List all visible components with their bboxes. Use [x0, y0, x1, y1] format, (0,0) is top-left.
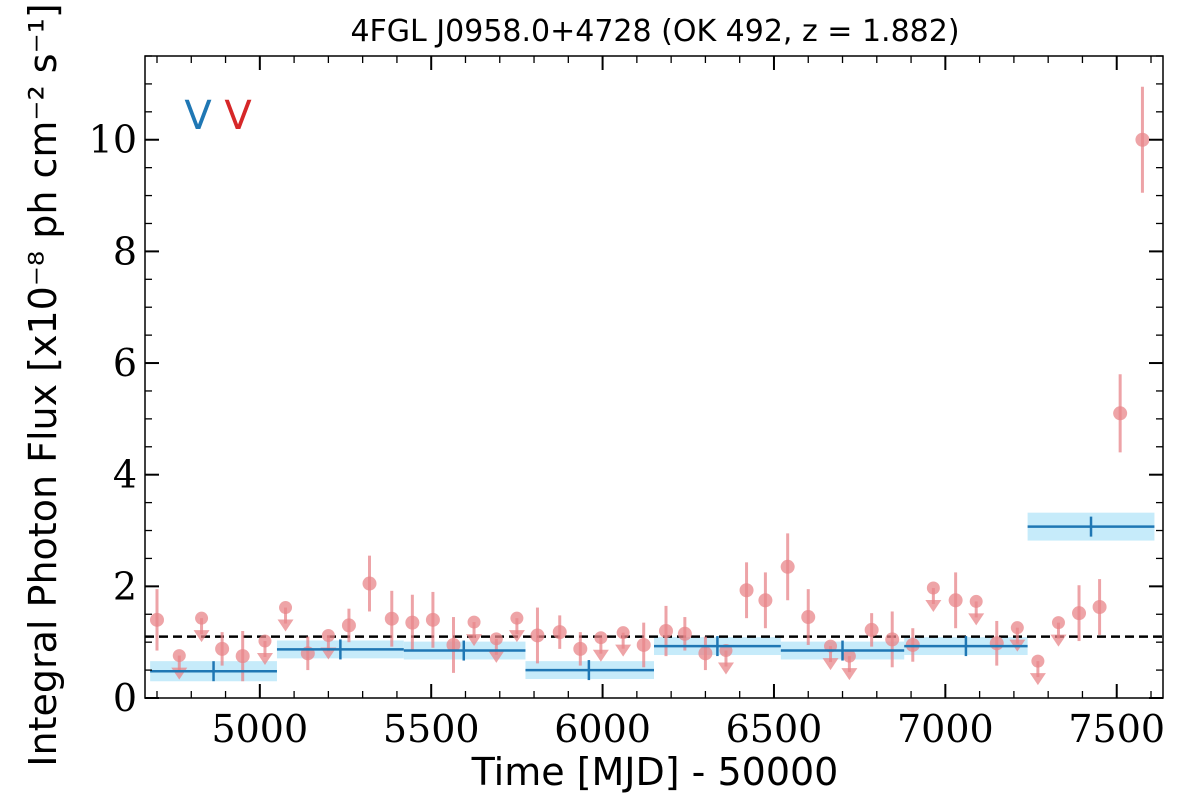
detection-point — [1092, 600, 1107, 615]
upper-limit-point — [467, 615, 481, 629]
upper-limit-arrow — [466, 634, 483, 647]
detection-point — [677, 626, 692, 641]
y-tick-label: 10 — [89, 118, 137, 162]
upper-limit-arrow — [822, 658, 839, 671]
upper-limit-point — [321, 628, 335, 642]
upper-limit-arrow — [1029, 673, 1046, 686]
detection-point — [341, 618, 356, 633]
y-tick-label: 2 — [113, 564, 137, 608]
detection-point — [362, 576, 377, 591]
x-tick-label: 7000 — [897, 707, 994, 751]
upper-limit-point — [195, 611, 209, 625]
detection-point — [149, 612, 164, 627]
detection-point — [552, 625, 567, 640]
detection-point — [780, 559, 795, 574]
detection-point — [864, 622, 879, 637]
corner-marker: V — [224, 93, 252, 139]
detection-point — [530, 628, 545, 643]
x-tick-label: 6000 — [554, 707, 651, 751]
plot-area: 5000 5500 6000 6500 7000 7500 0 2 4 6 8 10 V V — [89, 55, 1165, 751]
detection-point — [636, 637, 651, 652]
detection-point — [1113, 406, 1128, 421]
upper-limit-point — [279, 601, 293, 615]
plot-frame — [144, 55, 1164, 699]
detection-point — [698, 646, 713, 661]
detection-point — [989, 636, 1004, 651]
detection-point — [948, 593, 963, 608]
x-tick-label: 5500 — [383, 707, 480, 751]
upper-limit-arrow — [592, 649, 609, 662]
upper-limit-arrow — [717, 662, 734, 675]
detection-point — [405, 615, 420, 630]
upper-limit-point — [616, 626, 630, 640]
upper-limit-point — [594, 631, 608, 645]
upper-limit-point — [1010, 621, 1024, 635]
upper-limit-point — [489, 632, 503, 646]
y-tick-label: 0 — [113, 676, 137, 720]
upper-limit-arrow — [256, 653, 273, 666]
upper-limit-point — [1031, 654, 1045, 668]
x-tick-label: 7500 — [1068, 707, 1165, 751]
detection-point — [1072, 606, 1087, 621]
upper-limit-arrow — [1050, 634, 1067, 647]
upper-limit-arrow — [925, 600, 942, 613]
upper-limit-point — [172, 649, 186, 663]
upper-limit-arrow — [193, 630, 210, 643]
detection-point — [739, 583, 754, 598]
detection-point — [758, 593, 773, 608]
upper-limit-arrow — [841, 668, 858, 681]
upper-limit-point — [842, 649, 856, 663]
detection-point — [425, 612, 440, 627]
x-tick-label: 5000 — [211, 707, 308, 751]
upper-limit-arrow — [488, 650, 505, 663]
chart-title: 4FGL J0958.0+4728 (OK 492, z = 1.882) — [350, 14, 959, 49]
y-tick-label: 6 — [113, 341, 137, 385]
y-tick-label: 8 — [113, 229, 137, 273]
detection-point — [215, 641, 230, 656]
detection-point — [446, 637, 461, 652]
upper-limit-point — [926, 581, 940, 595]
detection-point — [658, 624, 673, 639]
upper-limit-point — [969, 594, 983, 608]
x-tick-label: 6500 — [726, 707, 823, 751]
upper-limit-point — [510, 611, 524, 625]
y-tick-label: 4 — [113, 453, 137, 497]
x-axis-title: Time [MJD] - 50000 — [471, 750, 839, 794]
detection-point — [384, 611, 399, 626]
upper-limit-arrow — [615, 644, 632, 657]
upper-limit-arrow — [277, 619, 294, 632]
upper-limit-point — [1051, 616, 1065, 630]
detection-point — [801, 610, 816, 625]
detection-point — [235, 649, 250, 664]
upper-limit-point — [258, 634, 272, 648]
upper-limit-arrow — [968, 613, 985, 626]
y-axis-title: Integral Photon Flux [x10⁻⁸ ph cm⁻² s⁻¹] — [21, 3, 65, 766]
detection-point — [573, 641, 588, 656]
detection-point — [1135, 132, 1150, 147]
detection-point — [885, 632, 900, 647]
upper-limit-arrow — [508, 630, 525, 643]
corner-marker: V — [184, 93, 212, 139]
